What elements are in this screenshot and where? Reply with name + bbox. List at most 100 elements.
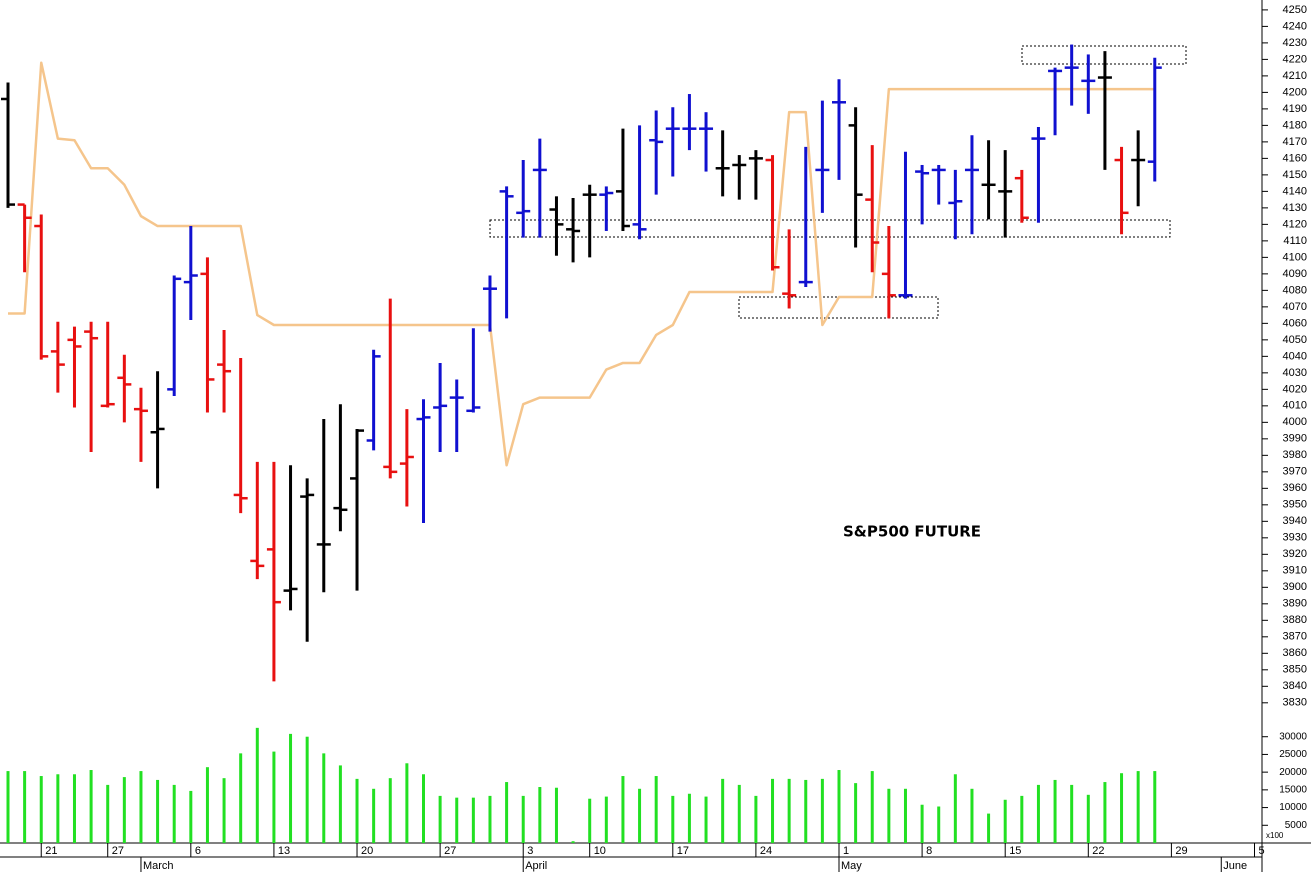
y-tick-label: 3900: [1283, 581, 1307, 593]
volume-bar: [6, 771, 10, 843]
y-tick-label: 4030: [1283, 367, 1307, 379]
volume-bar: [937, 806, 941, 843]
volume-bar: [122, 777, 126, 843]
volume-bar: [1136, 771, 1140, 843]
y-tick-label: 4250: [1283, 4, 1307, 16]
x-tick-label: 15: [1009, 845, 1021, 857]
volume-bar: [1070, 784, 1074, 843]
volume-bar: [222, 778, 226, 843]
volume-bar: [305, 736, 309, 843]
indicator-line: [8, 61, 1155, 467]
y-tick-label: 4070: [1283, 301, 1307, 313]
volume-bar: [388, 778, 392, 843]
x-tick-label: 10: [594, 845, 606, 857]
y-tick-label: 3860: [1283, 647, 1307, 659]
y-tick-label: 4090: [1283, 268, 1307, 280]
volume-bar: [23, 771, 27, 843]
x-tick-label: 6: [195, 845, 201, 857]
volume-bar: [687, 793, 691, 843]
volume-bar: [671, 795, 675, 843]
y-tick-label: 4080: [1283, 284, 1307, 296]
y-tick-label: 3980: [1283, 449, 1307, 461]
y-tick-label: 4150: [1283, 169, 1307, 181]
volume-bar: [804, 779, 808, 843]
y-tick-label: 3920: [1283, 548, 1307, 560]
x-tick-label: 22: [1092, 845, 1104, 857]
volume-bar: [854, 783, 858, 843]
volume-bar: [754, 795, 758, 843]
y-tick-label: 4200: [1283, 86, 1307, 98]
volume-bar: [654, 776, 658, 843]
volume-bar: [571, 841, 575, 843]
volume-bar: [903, 788, 907, 843]
chart-title: S&P500 FUTURE: [843, 523, 981, 541]
volume-bar: [72, 774, 76, 843]
month-label: May: [841, 860, 862, 872]
x-tick-label: 3: [527, 845, 533, 857]
x-tick-label: 13: [278, 845, 290, 857]
volume-bar: [405, 763, 409, 843]
volume-bar: [1086, 794, 1090, 843]
y-tick-label: 4190: [1283, 103, 1307, 115]
y-tick-label: 4100: [1283, 251, 1307, 263]
volume-bar: [638, 788, 642, 843]
volume-bar: [820, 778, 824, 843]
month-label: April: [525, 860, 547, 872]
y-tick-label: 3940: [1283, 515, 1307, 527]
volume-bar: [1036, 784, 1040, 843]
y-tick-label: 4180: [1283, 119, 1307, 131]
volume-bar: [604, 796, 608, 843]
y-tick-label: 4140: [1283, 185, 1307, 197]
x-tick-label: 17: [677, 845, 689, 857]
y-tick-label: 3960: [1283, 482, 1307, 494]
volume-bar: [239, 753, 243, 843]
volume-bar: [987, 813, 991, 843]
volume-tick-label: 10000: [1279, 802, 1307, 813]
volume-bar: [272, 751, 276, 843]
y-tick-label: 3880: [1283, 614, 1307, 626]
y-tick-label: 4170: [1283, 136, 1307, 148]
volume-bar: [39, 776, 43, 843]
volume-bar: [787, 778, 791, 843]
y-tick-label: 4040: [1283, 350, 1307, 362]
y-tick-label: 4010: [1283, 400, 1307, 412]
volume-bar: [737, 784, 741, 843]
y-tick-label: 4230: [1283, 37, 1307, 49]
x-tick-label: 8: [926, 845, 932, 857]
volume-bar: [289, 733, 293, 843]
volume-tick-label: 15000: [1279, 784, 1307, 795]
y-tick-label: 4060: [1283, 317, 1307, 329]
x-tick-label: 24: [760, 845, 772, 857]
volume-bar: [372, 788, 376, 843]
volume-bar: [1020, 795, 1024, 843]
volume-unit: x100: [1266, 831, 1284, 840]
volume-bar: [1120, 773, 1124, 843]
y-tick-label: 3870: [1283, 631, 1307, 643]
y-tick-label: 4130: [1283, 202, 1307, 214]
volume-bar: [521, 795, 525, 843]
x-tick-label: 27: [444, 845, 456, 857]
volume-bar: [56, 774, 60, 843]
y-tick-label: 4220: [1283, 53, 1307, 65]
y-tick-label: 3990: [1283, 433, 1307, 445]
volume-bar: [554, 787, 558, 843]
month-label: March: [143, 860, 174, 872]
volume-tick-label: 30000: [1279, 731, 1307, 742]
volume-tick-label: 25000: [1279, 749, 1307, 760]
volume-bar: [438, 795, 442, 843]
y-tick-label: 3840: [1283, 680, 1307, 692]
volume-bar: [255, 727, 259, 843]
volume-bar: [455, 797, 459, 843]
zone-box: [489, 219, 1171, 238]
x-tick-label: 5: [1259, 845, 1265, 857]
volume-bar: [588, 798, 592, 843]
volume-bar: [970, 788, 974, 843]
x-tick-label: 20: [361, 845, 373, 857]
volume-bar: [704, 796, 708, 843]
volume-bar: [422, 774, 425, 843]
volume-tick-label: 20000: [1279, 767, 1307, 778]
volume-bar: [1003, 799, 1007, 843]
x-tick-label: 21: [45, 845, 57, 857]
month-label: June: [1223, 860, 1247, 872]
y-tick-label: 3910: [1283, 565, 1307, 577]
